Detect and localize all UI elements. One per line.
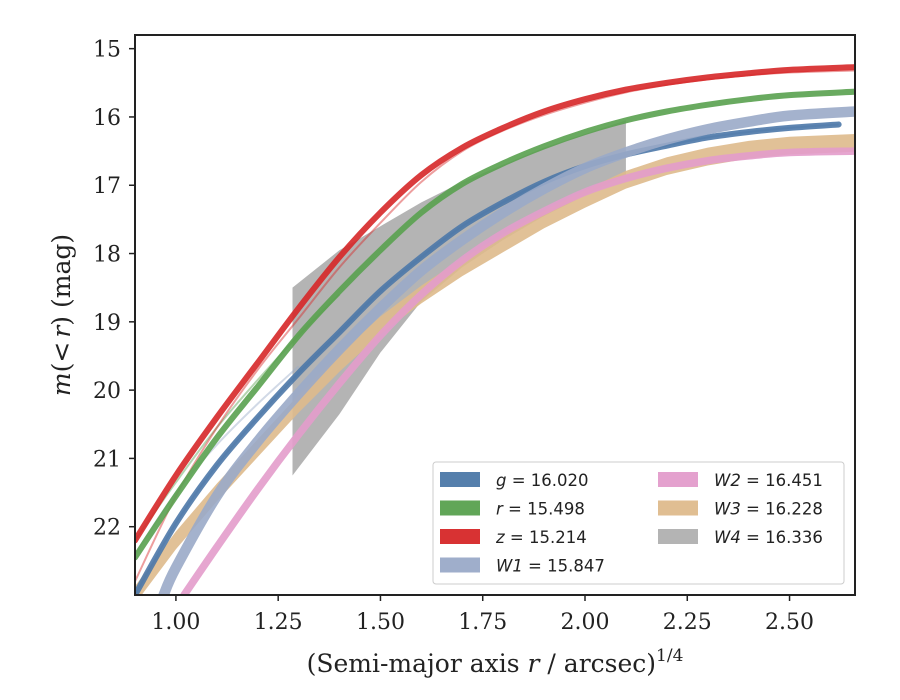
legend-label-w3: W3 = 16.228 <box>714 500 823 519</box>
x-tick-label: 2.50 <box>765 610 814 635</box>
legend-swatch-r <box>440 500 480 516</box>
y-axis-label-open: ( <box>47 363 76 373</box>
legend: g = 16.020 r = 15.498 z = 15.214 W1 = 15.84… <box>432 461 845 585</box>
y-axis-label-lt: < <box>47 342 76 363</box>
series-w2-line <box>180 147 855 595</box>
legend-swatch-g <box>440 472 480 487</box>
legend-entries: g = 16.020 r = 15.498 z = 15.214 W1 = 15.84… <box>440 471 823 576</box>
x-axis-label: (Semi-major axis r / arcsec)1/4 <box>307 646 684 678</box>
x-tick-label: 1.75 <box>458 610 507 635</box>
x-tick-label: 1.50 <box>356 610 405 635</box>
legend-swatch-z <box>440 529 480 544</box>
y-axis-label-unit: (mag) <box>47 234 76 316</box>
legend-label-z: z = 15.214 <box>495 528 587 547</box>
x-axis-label-exp: 1/4 <box>656 646 683 666</box>
y-tick-label: 21 <box>93 447 121 472</box>
lines-layer <box>135 64 855 595</box>
series-g-line <box>135 121 842 595</box>
y-axis-label: m(< r) (mag) <box>47 234 76 396</box>
legend-label-g: g = 16.020 <box>496 471 589 490</box>
x-tick-label: 2.25 <box>663 610 712 635</box>
ticks-layer: 1.00 1.25 1.50 1.75 2.00 2.25 2.50 15 16 17 18 19 20… <box>93 38 814 635</box>
x-axis-label-main: (Semi-major axis <box>307 649 528 678</box>
legend-label-w1: W1 = 15.847 <box>496 557 605 576</box>
legend-swatch-w3 <box>658 500 698 516</box>
y-tick-label: 20 <box>93 379 121 404</box>
y-tick-label: 19 <box>93 311 121 336</box>
legend-swatch-w4 <box>658 529 698 544</box>
legend-swatch-w1 <box>440 557 480 573</box>
y-axis-label-r: r <box>47 324 76 338</box>
series-r-line <box>135 88 855 561</box>
y-axis-label-m: m <box>47 372 76 396</box>
series-w1-line <box>158 106 855 595</box>
y-tick-label: 17 <box>93 174 121 199</box>
x-tick-label: 1.25 <box>254 610 303 635</box>
x-axis-label-tail: / arcsec) <box>539 649 656 678</box>
y-tick-label: 18 <box>93 243 121 268</box>
x-tick-label: 2.00 <box>561 610 610 635</box>
x-tick-label: 1.00 <box>151 610 200 635</box>
x-axis-label-var: r <box>528 649 542 678</box>
legend-label-w2: W2 = 16.451 <box>714 471 823 490</box>
plot-frame <box>134 34 856 596</box>
y-tick-label: 15 <box>93 38 121 63</box>
legend-swatch-w2 <box>658 472 698 487</box>
legend-label-r: r = 15.498 <box>496 500 585 519</box>
series-z-line <box>135 64 855 544</box>
legend-label-w4: W4 = 16.336 <box>714 528 823 547</box>
y-axis-label-close: ) <box>47 316 76 326</box>
legend-frame <box>432 461 845 585</box>
y-tick-label: 22 <box>93 516 121 541</box>
y-tick-label: 16 <box>93 106 121 131</box>
